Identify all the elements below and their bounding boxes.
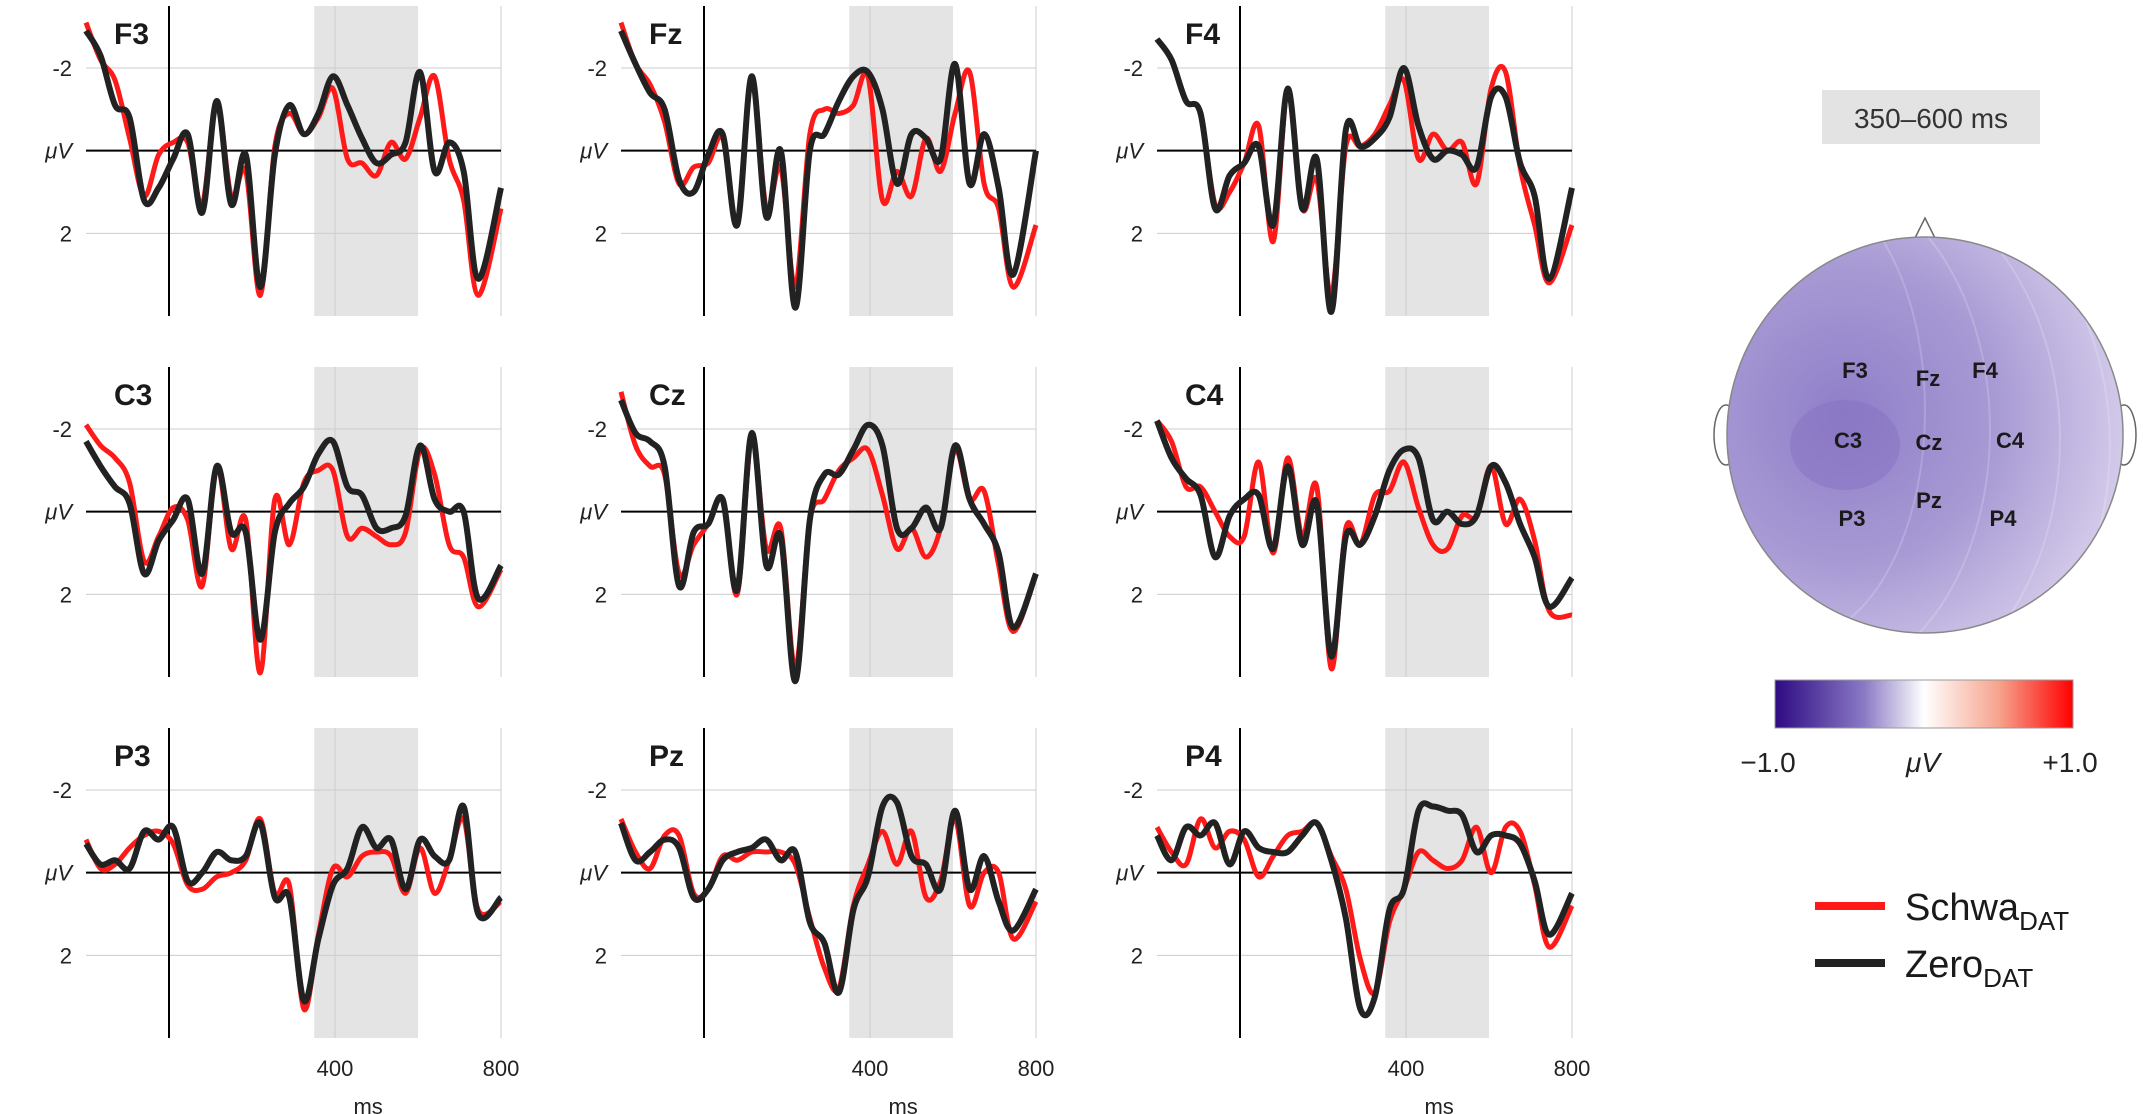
x-axis-label: ms bbox=[1424, 1094, 1453, 1114]
erp-panel-c3: C3 -2 2 μV bbox=[44, 367, 504, 677]
series-line-schwa bbox=[1154, 816, 1575, 997]
series-line-zero bbox=[1154, 37, 1575, 315]
y-unit-label: μV bbox=[1115, 500, 1145, 525]
electrode-label-p4: P4 bbox=[1990, 506, 2018, 531]
series-line-zero bbox=[618, 29, 1039, 311]
colorbar bbox=[1774, 679, 2074, 729]
y-unit-label: μV bbox=[44, 139, 74, 164]
electrode-label-p3: P3 bbox=[1839, 506, 1866, 531]
x-tick-label: 800 bbox=[1554, 1056, 1591, 1081]
panel-title: P4 bbox=[1185, 740, 1222, 773]
y-tick-label: 2 bbox=[595, 582, 607, 607]
electrode-label-f3: F3 bbox=[1842, 358, 1868, 383]
series-line-zero bbox=[83, 802, 504, 1005]
topo-contours bbox=[1727, 237, 2111, 633]
electrode-label-fz: Fz bbox=[1916, 366, 1940, 391]
series-line-zero bbox=[1154, 419, 1575, 660]
y-tick-label: 2 bbox=[60, 582, 72, 607]
colorbar-unit-label: μV bbox=[1905, 747, 1942, 778]
y-tick-label: -2 bbox=[52, 56, 72, 81]
head-map bbox=[1727, 237, 2123, 633]
window-label: 350–600 ms bbox=[1854, 103, 2008, 134]
panel-title: F3 bbox=[114, 18, 149, 51]
erp-panel-fz: Fz -2 2 μV bbox=[579, 6, 1039, 316]
y-unit-label: μV bbox=[579, 139, 609, 164]
electrode-label-c3: C3 bbox=[1834, 428, 1862, 453]
erp-panel-c4: C4 -2 2 μV bbox=[1115, 367, 1575, 677]
y-tick-label: 2 bbox=[60, 943, 72, 968]
panel-title: Fz bbox=[649, 18, 682, 51]
x-tick-label: 400 bbox=[317, 1056, 354, 1081]
colorbar-max-label: +1.0 bbox=[2042, 747, 2097, 778]
series-line-schwa bbox=[83, 21, 504, 298]
x-tick-label: 400 bbox=[852, 1056, 889, 1081]
panel-title: Pz bbox=[649, 740, 684, 773]
y-tick-label: 2 bbox=[595, 943, 607, 968]
erp-panel-f4: F4 -2 2 μV bbox=[1115, 6, 1575, 316]
series-line-zero bbox=[83, 29, 504, 291]
series-line-zero bbox=[83, 436, 504, 643]
electrode-label-c4: C4 bbox=[1996, 428, 2025, 453]
y-tick-label: 2 bbox=[1131, 221, 1143, 246]
panel-title: C3 bbox=[114, 379, 152, 412]
analysis-window-shade bbox=[849, 367, 953, 677]
y-tick-label: 2 bbox=[1131, 943, 1143, 968]
y-tick-label: -2 bbox=[587, 56, 607, 81]
erp-panel-pz: Pz -2 2 μV 400 800 ms bbox=[579, 728, 1054, 1114]
panel-title: F4 bbox=[1185, 18, 1220, 51]
erp-panel-f3: F3 -2 2 μV bbox=[44, 6, 504, 316]
electrode-label-pz: Pz bbox=[1916, 488, 1942, 513]
y-unit-label: μV bbox=[1115, 861, 1145, 886]
y-tick-label: -2 bbox=[1123, 56, 1143, 81]
x-axis-label: ms bbox=[353, 1094, 382, 1114]
erp-panel-p3: P3 -2 2 μV 400 800 ms bbox=[44, 728, 519, 1114]
erp-panels: F3 -2 2 μV Fz -2 2 μV F4 -2 2 μV C3 -2 2 μV Cz -2 2 μV C4 -2 2… bbox=[44, 6, 1590, 1114]
electrode-label-cz: Cz bbox=[1916, 430, 1943, 455]
panel-title: P3 bbox=[114, 740, 151, 773]
x-tick-label: 400 bbox=[1388, 1056, 1425, 1081]
electrode-label-f4: F4 bbox=[1972, 358, 1998, 383]
y-unit-label: μV bbox=[44, 500, 74, 525]
analysis-window-shade bbox=[314, 6, 418, 316]
y-tick-label: -2 bbox=[1123, 417, 1143, 442]
analysis-window-shade bbox=[1385, 728, 1489, 1038]
panel-title: Cz bbox=[649, 379, 686, 412]
window-label-box bbox=[1822, 90, 2040, 144]
y-tick-label: -2 bbox=[587, 417, 607, 442]
y-unit-label: μV bbox=[579, 861, 609, 886]
y-tick-label: -2 bbox=[52, 417, 72, 442]
y-tick-label: -2 bbox=[52, 778, 72, 803]
y-tick-label: -2 bbox=[1123, 778, 1143, 803]
y-unit-label: μV bbox=[1115, 139, 1145, 164]
erp-panel-cz: Cz -2 2 μV bbox=[579, 367, 1039, 685]
x-axis-label: ms bbox=[888, 1094, 917, 1114]
colorbar-min-label: −1.0 bbox=[1740, 747, 1795, 778]
legend-label-schwa: SchwaDAT bbox=[1905, 887, 2069, 936]
series-line-schwa bbox=[83, 423, 504, 676]
legend-label-zero: ZeroDAT bbox=[1905, 944, 2033, 993]
panel-title: C4 bbox=[1185, 379, 1224, 412]
x-tick-label: 800 bbox=[1018, 1056, 1055, 1081]
y-tick-label: 2 bbox=[60, 221, 72, 246]
series-line-zero bbox=[618, 793, 1039, 996]
series-line-zero bbox=[618, 398, 1039, 685]
y-unit-label: μV bbox=[579, 500, 609, 525]
y-tick-label: 2 bbox=[1131, 582, 1143, 607]
series-line-zero bbox=[1154, 800, 1575, 1019]
series-line-schwa bbox=[618, 391, 1039, 672]
y-tick-label: 2 bbox=[595, 221, 607, 246]
y-unit-label: μV bbox=[44, 861, 74, 886]
legend: SchwaDAT ZeroDAT bbox=[1815, 887, 2069, 993]
erp-panel-p4: P4 -2 2 μV 400 800 ms bbox=[1115, 728, 1590, 1114]
series-line-schwa bbox=[618, 21, 1039, 290]
topomap: 350–600 ms bbox=[1713, 90, 2137, 778]
series-line-schwa bbox=[1154, 37, 1575, 298]
x-tick-label: 800 bbox=[483, 1056, 520, 1081]
y-tick-label: -2 bbox=[587, 778, 607, 803]
